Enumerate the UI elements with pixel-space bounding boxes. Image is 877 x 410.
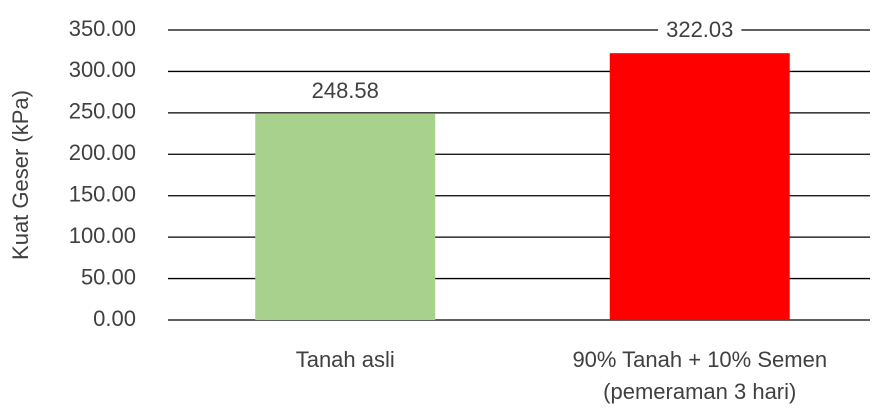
bar [609,53,790,321]
data-label-background [658,16,742,47]
y-tick-label: 300.00 [69,57,136,82]
x-tick-label: 90% Tanah + 10% Semen (pemeraman 3 hari) [572,347,828,404]
x-tick-label: Tanah asli [295,347,395,372]
bar [255,114,436,320]
y-tick-label: 150.00 [69,182,136,207]
data-label-background [303,77,387,108]
y-tick-label: 200.00 [69,140,136,165]
y-axis-title: Kuat Geser (kPa) [8,90,33,260]
y-tick-label: 250.00 [69,99,136,124]
data-label: 248.58 [312,78,379,103]
y-tick-label: 350.00 [69,16,136,41]
y-tick-label: 50.00 [81,264,136,289]
y-tick-label: 0.00 [93,306,136,331]
data-label: 322.03 [666,17,733,42]
y-tick-label: 100.00 [69,223,136,248]
